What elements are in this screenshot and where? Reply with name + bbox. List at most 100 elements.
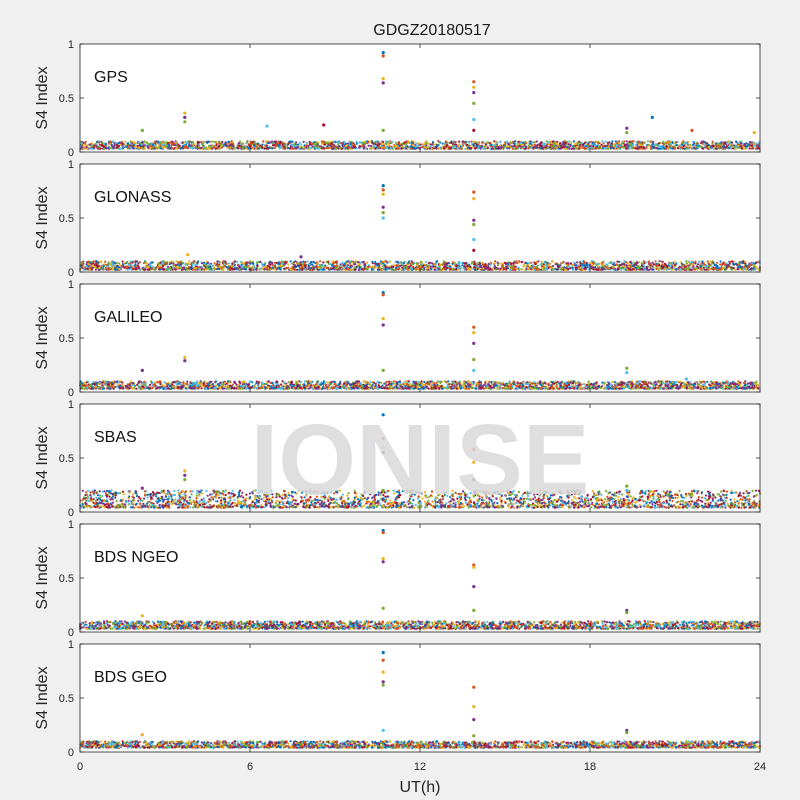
background-point: [215, 143, 218, 146]
background-point: [183, 266, 186, 269]
background-point: [678, 144, 682, 147]
background-point: [524, 141, 527, 144]
background-point: [343, 146, 346, 149]
background-point: [542, 144, 546, 147]
background-point: [651, 268, 654, 271]
background-point: [420, 143, 423, 146]
y-tick-label: 0: [68, 147, 74, 159]
background-point: [132, 143, 135, 147]
background-point: [306, 260, 309, 263]
background-point: [533, 145, 536, 149]
background-point: [134, 261, 137, 264]
background-point: [248, 144, 251, 147]
background-point: [233, 265, 236, 268]
background-point: [752, 142, 756, 145]
background-point: [608, 261, 611, 265]
background-point: [694, 146, 698, 149]
background-point: [326, 145, 329, 148]
background-point: [129, 140, 132, 143]
background-point: [563, 140, 567, 143]
background-point: [566, 146, 569, 149]
background-point: [339, 263, 342, 266]
background-point: [294, 265, 297, 268]
background-point: [466, 264, 469, 267]
background-point: [461, 264, 464, 267]
background-point: [514, 140, 517, 143]
background-point: [443, 147, 446, 150]
background-point: [365, 266, 368, 269]
background-point: [228, 262, 231, 265]
background-point: [719, 143, 722, 146]
background-point: [754, 268, 757, 271]
background-point: [119, 147, 122, 150]
background-point: [691, 140, 695, 143]
background-point: [210, 140, 213, 143]
background-point: [218, 142, 221, 145]
background-point: [482, 141, 486, 144]
background-point: [433, 143, 436, 146]
background-point: [461, 140, 465, 143]
background-point: [387, 144, 390, 147]
background-point: [679, 267, 683, 271]
background-point: [144, 266, 148, 269]
background-point: [317, 147, 320, 150]
background-point: [84, 140, 87, 143]
background-point: [138, 268, 141, 271]
background-point: [468, 144, 471, 147]
background-point: [295, 147, 298, 150]
background-point: [564, 145, 567, 148]
background-point: [202, 147, 205, 150]
background-point: [421, 145, 424, 149]
background-point: [652, 140, 655, 144]
background-point: [311, 264, 314, 267]
background-point: [243, 265, 247, 268]
background-point: [178, 144, 181, 147]
background-point: [503, 261, 506, 264]
background-point: [730, 268, 734, 271]
background-point: [407, 141, 410, 144]
background-point: [663, 142, 666, 145]
background-point: [529, 265, 533, 268]
background-point: [144, 146, 147, 149]
background-point: [666, 140, 669, 143]
background-point: [446, 144, 449, 147]
background-point: [358, 141, 361, 144]
background-point: [416, 146, 419, 149]
background-point: [653, 144, 657, 147]
background-point: [625, 140, 628, 143]
background-point: [180, 260, 183, 263]
background-point: [109, 146, 112, 150]
background-point: [378, 264, 381, 267]
background-point: [486, 146, 489, 149]
background-point: [662, 147, 666, 150]
background-point: [707, 146, 710, 149]
background-point: [252, 147, 255, 150]
background-point: [464, 262, 467, 265]
background-point: [287, 266, 290, 269]
background-point: [225, 262, 228, 265]
background-point: [458, 140, 461, 143]
background-point: [600, 143, 603, 146]
background-point: [580, 268, 583, 271]
background-point: [697, 260, 701, 264]
background-point: [706, 142, 709, 145]
background-point: [673, 145, 676, 148]
background-point: [257, 260, 260, 264]
background-point: [711, 145, 714, 148]
background-point: [516, 144, 519, 147]
background-point: [444, 140, 448, 143]
background-point: [522, 265, 525, 268]
background-point: [594, 144, 597, 147]
background-point: [612, 147, 615, 150]
background-point: [264, 145, 267, 148]
background-point: [361, 144, 364, 147]
background-point: [316, 145, 319, 148]
background-point: [449, 147, 452, 150]
background-point: [460, 147, 463, 150]
background-point: [581, 143, 585, 147]
background-point: [710, 262, 713, 265]
spike-point: [265, 124, 269, 128]
background-point: [222, 268, 225, 271]
background-point: [271, 261, 274, 264]
background-point: [403, 141, 406, 144]
